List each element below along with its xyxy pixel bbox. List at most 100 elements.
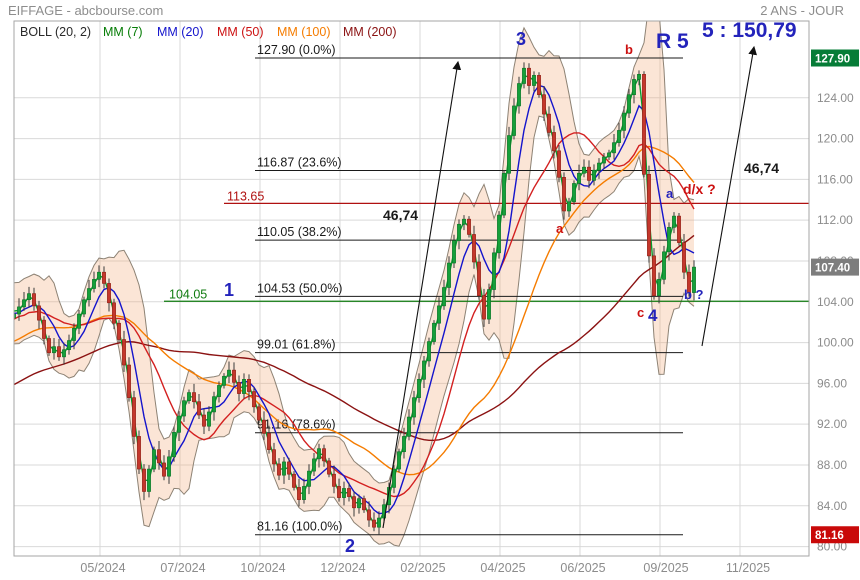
candle-body <box>297 487 301 500</box>
y-axis-label: 120.00 <box>817 132 854 146</box>
candle-body <box>447 262 451 288</box>
candle-body <box>217 385 221 397</box>
fibonacci-label: 110.05 (38.2%) <box>257 225 342 239</box>
price-level-label: 104.05 <box>169 287 207 301</box>
candle-body <box>102 271 106 284</box>
candle-body <box>282 461 286 476</box>
candle-body <box>557 150 561 178</box>
candle-body <box>197 401 201 416</box>
legend-item-mm200[interactable]: MM (200) <box>343 25 396 39</box>
x-axis-label: 06/2025 <box>560 561 605 575</box>
instrument-title: EIFFAGE - abcbourse.com <box>8 3 164 18</box>
legend-item-mm20[interactable]: MM (20) <box>157 25 204 39</box>
wave-annotation: 5 : 150,79 <box>702 19 797 42</box>
candle-body <box>287 461 291 475</box>
y-axis-label: 124.00 <box>817 91 854 105</box>
candle-body <box>82 299 86 315</box>
candle-body <box>157 449 161 464</box>
candle-body <box>242 378 246 394</box>
wave-annotation: 46,74 <box>744 160 779 176</box>
candle-body <box>17 306 21 315</box>
candle-body <box>277 463 281 476</box>
timeframe-label: 2 ANS - JOUR <box>760 3 844 18</box>
legend-item-mm100[interactable]: MM (100) <box>277 25 330 39</box>
legend-item-mm7[interactable]: MM (7) <box>103 25 143 39</box>
price-level-label: 113.65 <box>227 189 264 203</box>
candle-body <box>507 135 511 174</box>
price-badge-label: 107.40 <box>815 263 850 275</box>
wave-annotation: a <box>556 221 564 236</box>
candle-body <box>397 451 401 470</box>
candle-body <box>602 156 606 164</box>
wave-annotation: c <box>637 305 644 320</box>
candle-body <box>377 517 381 528</box>
wave-annotation: 4 <box>648 306 658 325</box>
x-axis-label: 11/2025 <box>726 561 770 575</box>
candle-body <box>37 305 41 321</box>
candle-body <box>192 392 196 403</box>
fibonacci-label: 99.01 (61.8%) <box>257 338 336 352</box>
candle-body <box>687 271 691 293</box>
candle-body <box>247 378 251 392</box>
candle-body <box>587 166 591 181</box>
candle-body <box>407 416 411 437</box>
x-axis-label: 09/2025 <box>643 561 688 575</box>
candle-body <box>552 132 556 152</box>
candle-body <box>352 496 356 509</box>
candle-body <box>147 468 151 492</box>
candle-body <box>262 419 266 434</box>
candle-body <box>647 173 651 257</box>
ma-line-mm100 <box>14 145 695 476</box>
candle-body <box>87 288 91 301</box>
candle-body <box>432 322 436 342</box>
candle-body <box>177 415 181 433</box>
candle-body <box>427 341 431 362</box>
candle-body <box>662 251 666 280</box>
candle-body <box>372 519 376 528</box>
candle-body <box>547 113 551 133</box>
candle-body <box>682 242 686 273</box>
candle-body <box>342 488 346 498</box>
y-axis-label: 116.00 <box>817 172 853 186</box>
candle-body <box>117 322 121 340</box>
candle-body <box>362 498 366 511</box>
x-axis-label: 07/2024 <box>160 561 205 575</box>
candle-body <box>32 293 36 307</box>
wave-annotation: 3 <box>516 29 526 49</box>
candle-body <box>272 449 276 465</box>
candle-body <box>502 172 506 216</box>
legend-item-mm50[interactable]: MM (50) <box>217 25 264 39</box>
candle-body <box>312 458 316 472</box>
candle-body <box>127 364 131 398</box>
candle-body <box>492 252 496 290</box>
bollinger-band-fill <box>14 21 694 547</box>
candle-body <box>307 470 311 487</box>
bollinger-band-upper <box>14 21 695 484</box>
candle-body <box>622 112 626 131</box>
candle-body <box>337 486 341 498</box>
candle-body <box>317 448 321 460</box>
candle-body <box>562 177 566 212</box>
candle-body <box>222 375 226 386</box>
candle-body <box>137 436 141 470</box>
candle-body <box>207 411 211 427</box>
x-axis-label: 05/2024 <box>80 561 125 575</box>
candle-body <box>257 406 261 421</box>
y-axis-label: 104.00 <box>817 295 854 309</box>
candle-body <box>617 130 621 143</box>
legend-item-boll[interactable]: BOLL (20, 2) <box>20 25 91 39</box>
candle-body <box>652 255 656 296</box>
candle-body <box>477 261 481 296</box>
y-axis-label: 88.00 <box>817 458 847 472</box>
trend-arrow <box>382 60 462 529</box>
candle-body <box>567 201 571 212</box>
candle-body <box>172 432 176 458</box>
candle-body <box>72 327 76 341</box>
candle-body <box>77 313 81 329</box>
candle-body <box>517 83 521 107</box>
candle-body <box>442 287 446 307</box>
candle-body <box>322 448 326 462</box>
candle-body <box>482 295 486 320</box>
candle-body <box>472 234 476 263</box>
